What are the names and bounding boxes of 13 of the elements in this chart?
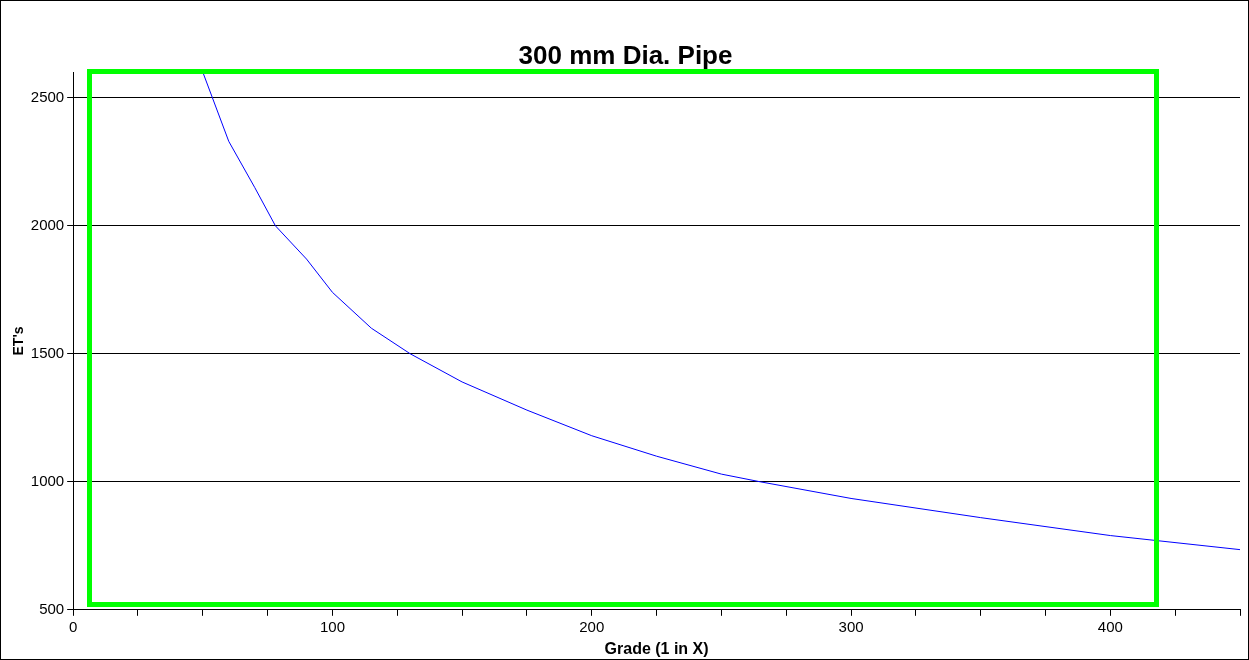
y-tick-label: 1500 <box>30 343 65 361</box>
y-tick-label: 1000 <box>30 471 65 489</box>
y-axis-title: ET's <box>10 326 27 356</box>
y-tick-label: 2000 <box>30 215 65 233</box>
x-axis-title: Grade (1 in X) <box>604 639 709 657</box>
y-tick-label: 2500 <box>30 87 65 105</box>
x-tick-label: 0 <box>69 617 78 635</box>
y-tick-label: 500 <box>39 599 65 617</box>
chart-title: 300 mm Dia. Pipe <box>518 39 733 70</box>
x-tick-label: 400 <box>1097 617 1123 635</box>
x-tick-label: 300 <box>838 617 864 635</box>
x-tick-label: 100 <box>319 617 345 635</box>
x-tick-label: 200 <box>579 617 605 635</box>
